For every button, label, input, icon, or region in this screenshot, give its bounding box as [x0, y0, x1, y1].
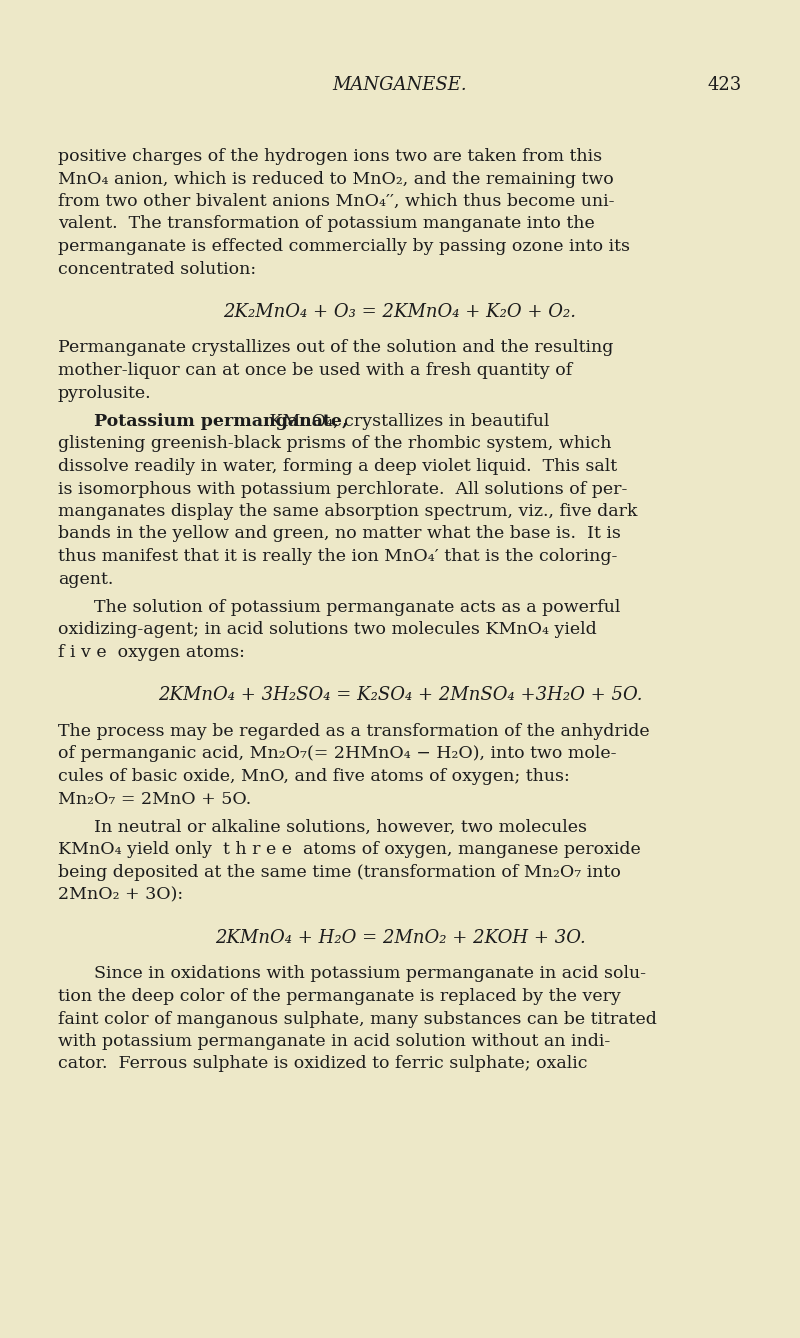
Text: mother-liquor can at once be used with a fresh quantity of: mother-liquor can at once be used with a…: [58, 363, 572, 379]
Text: from two other bivalent anions MnO₄′′, which thus become uni-: from two other bivalent anions MnO₄′′, w…: [58, 193, 614, 210]
Text: cator.  Ferrous sulphate is oxidized to ferric sulphate; oxalic: cator. Ferrous sulphate is oxidized to f…: [58, 1056, 587, 1073]
Text: is isomorphous with potassium perchlorate.  All solutions of per-: is isomorphous with potassium perchlorat…: [58, 480, 627, 498]
Text: manganates display the same absorption spectrum, viz., five dark: manganates display the same absorption s…: [58, 503, 638, 520]
Text: MnO₄ anion, which is reduced to MnO₂, and the remaining two: MnO₄ anion, which is reduced to MnO₂, an…: [58, 170, 614, 187]
Text: positive charges of the hydrogen ions two are taken from this: positive charges of the hydrogen ions tw…: [58, 149, 602, 165]
Text: 2KMnO₄ + 3H₂SO₄ = K₂SO₄ + 2MnSO₄ +3H₂O + 5O.: 2KMnO₄ + 3H₂SO₄ = K₂SO₄ + 2MnSO₄ +3H₂O +…: [158, 686, 642, 705]
Text: cules of basic oxide, MnO, and five atoms of oxygen; thus:: cules of basic oxide, MnO, and five atom…: [58, 768, 570, 785]
Text: bands in the yellow and green, no matter what the base is.  It is: bands in the yellow and green, no matter…: [58, 526, 621, 542]
Text: concentrated solution:: concentrated solution:: [58, 261, 256, 277]
Text: agent.: agent.: [58, 570, 114, 587]
Text: In neutral or alkaline solutions, however, two molecules: In neutral or alkaline solutions, howeve…: [94, 819, 587, 836]
Text: glistening greenish-black prisms of the rhombic system, which: glistening greenish-black prisms of the …: [58, 435, 611, 452]
Text: The process may be regarded as a transformation of the anhydride: The process may be regarded as a transfo…: [58, 723, 650, 740]
Text: permanganate is effected commercially by passing ozone into its: permanganate is effected commercially by…: [58, 238, 630, 256]
Text: being deposited at the same time (transformation of Mn₂O₇ into: being deposited at the same time (transf…: [58, 864, 621, 880]
Text: 2MnO₂ + 3O):: 2MnO₂ + 3O):: [58, 887, 183, 903]
Text: dissolve readily in water, forming a deep violet liquid.  This salt: dissolve readily in water, forming a dee…: [58, 458, 617, 475]
Text: Since in oxidations with potassium permanganate in acid solu-: Since in oxidations with potassium perma…: [94, 966, 646, 982]
Text: Permanganate crystallizes out of the solution and the resulting: Permanganate crystallizes out of the sol…: [58, 340, 614, 356]
Text: f i v e  oxygen atoms:: f i v e oxygen atoms:: [58, 644, 245, 661]
Text: KMnO₄, crystallizes in beautiful: KMnO₄, crystallizes in beautiful: [264, 413, 550, 429]
Text: 423: 423: [708, 76, 742, 94]
Text: tion the deep color of the permanganate is replaced by the very: tion the deep color of the permanganate …: [58, 987, 621, 1005]
Text: with potassium permanganate in acid solution without an indi-: with potassium permanganate in acid solu…: [58, 1033, 610, 1050]
Text: of permanganic acid, Mn₂O₇(= 2HMnO₄ − H₂O), into two mole-: of permanganic acid, Mn₂O₇(= 2HMnO₄ − H₂…: [58, 745, 617, 763]
Text: 2KMnO₄ + H₂O = 2MnO₂ + 2KOH + 3O.: 2KMnO₄ + H₂O = 2MnO₂ + 2KOH + 3O.: [214, 929, 586, 947]
Text: valent.  The transformation of potassium manganate into the: valent. The transformation of potassium …: [58, 215, 594, 233]
Text: faint color of manganous sulphate, many substances can be titrated: faint color of manganous sulphate, many …: [58, 1010, 657, 1028]
Text: pyrolusite.: pyrolusite.: [58, 384, 152, 401]
Text: oxidizing-agent; in acid solutions two molecules KMnO₄ yield: oxidizing-agent; in acid solutions two m…: [58, 621, 597, 638]
Text: thus manifest that it is really the ion MnO₄′ that is the coloring-: thus manifest that it is really the ion …: [58, 549, 618, 565]
Text: Potassium permanganate,: Potassium permanganate,: [94, 413, 348, 429]
Text: Mn₂O₇ = 2MnO + 5O.: Mn₂O₇ = 2MnO + 5O.: [58, 791, 251, 808]
Text: MANGANESE.: MANGANESE.: [333, 76, 467, 94]
Text: The solution of potassium permanganate acts as a powerful: The solution of potassium permanganate a…: [94, 599, 620, 615]
Text: KMnO₄ yield only  t h r e e  atoms of oxygen, manganese peroxide: KMnO₄ yield only t h r e e atoms of oxyg…: [58, 842, 641, 859]
Text: 2K₂MnO₄ + O₃ = 2KMnO₄ + K₂O + O₂.: 2K₂MnO₄ + O₃ = 2KMnO₄ + K₂O + O₂.: [223, 302, 577, 321]
